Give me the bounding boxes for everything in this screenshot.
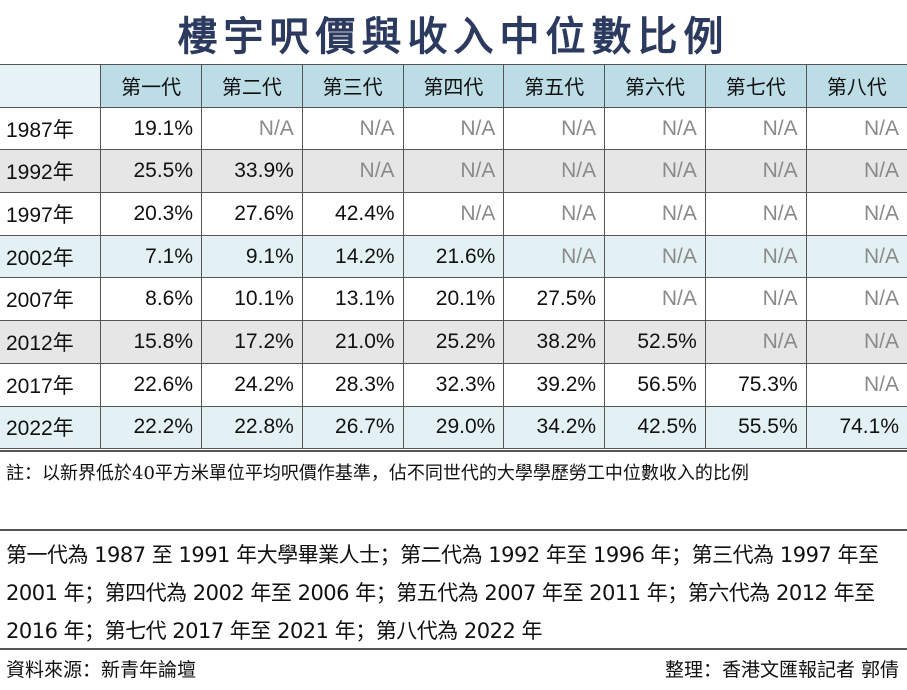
footnote: 註：以新界低於40平方米單位平均呎價作基準，佔不同世代的大學學歷勞工中位數收入的… <box>6 463 749 484</box>
column-header: 第四代 <box>402 64 505 108</box>
value-cell: 25.2% <box>402 320 505 364</box>
table-row: 2017年 22.6% 24.2% 28.3% 32.3% 39.2% 56.5% 75.3%… <box>0 362 907 407</box>
table-row: 1987年 19.1% N/A N/A N/A N/A N/A N/A N/A <box>0 106 907 151</box>
value-cell: N/A <box>402 192 505 236</box>
value-cell: 75.3% <box>704 362 807 407</box>
column-header: 第二代 <box>201 64 303 108</box>
column-header: 第八代 <box>805 64 907 108</box>
value-cell: N/A <box>704 320 807 364</box>
table-row: 1997年 20.3% 27.6% 42.4% N/A N/A N/A N/A N/A <box>0 192 907 236</box>
table-row: 2012年 15.8% 17.2% 21.0% 25.2% 38.2% 52.5% N/A N/… <box>0 320 907 364</box>
value-cell: 14.2% <box>301 234 404 279</box>
year-cell: 2012年 <box>0 320 102 364</box>
column-header: 第六代 <box>604 64 706 108</box>
value-cell: 42.5% <box>604 405 706 450</box>
value-cell: N/A <box>503 234 606 279</box>
value-cell: 21.6% <box>402 234 505 279</box>
value-cell: 42.4% <box>301 192 404 236</box>
value-cell: N/A <box>604 277 706 322</box>
value-cell: N/A <box>704 277 807 322</box>
value-cell: 33.9% <box>201 149 303 194</box>
value-cell: 24.2% <box>201 362 303 407</box>
corner-cell <box>0 64 102 108</box>
value-cell: 7.1% <box>100 234 203 279</box>
value-cell: 29.0% <box>402 405 505 450</box>
value-cell: 13.1% <box>301 277 404 322</box>
value-cell: 22.8% <box>201 405 303 450</box>
value-cell: 38.2% <box>503 320 606 364</box>
value-cell: N/A <box>604 149 706 194</box>
value-cell: N/A <box>805 362 907 407</box>
value-cell: N/A <box>301 106 404 151</box>
value-cell: 15.8% <box>100 320 203 364</box>
value-cell: N/A <box>301 149 404 194</box>
column-header: 第一代 <box>100 64 203 108</box>
value-cell: 20.1% <box>402 277 505 322</box>
value-cell: 27.5% <box>503 277 606 322</box>
value-cell: 74.1% <box>805 405 907 450</box>
generation-definitions: 第一代為 1987 至 1991 年大學畢業人士；第二代為 1992 年至 19… <box>6 543 879 643</box>
column-header: 第五代 <box>503 64 606 108</box>
value-cell: 55.5% <box>704 405 807 450</box>
year-cell: 2002年 <box>0 234 102 279</box>
year-cell: 1997年 <box>0 192 102 236</box>
value-cell: N/A <box>704 149 807 194</box>
value-cell: 32.3% <box>402 362 505 407</box>
table-row: 2007年 8.6% 10.1% 13.1% 20.1% 27.5% N/A N/A N/A <box>0 277 907 322</box>
value-cell: N/A <box>503 192 606 236</box>
value-cell: 9.1% <box>201 234 303 279</box>
value-cell: 56.5% <box>604 362 706 407</box>
column-header: 第三代 <box>301 64 404 108</box>
value-cell: 22.2% <box>100 405 203 450</box>
value-cell: N/A <box>704 192 807 236</box>
ratio-table: 第一代 第二代 第三代 第四代 第五代 第六代 第七代 第八代 1987年 19.1% N/A N/… <box>0 64 907 450</box>
credit-text: 整理：香港文匯報記者 郭倩 <box>664 659 899 681</box>
page-title: 樓宇呎價與收入中位數比例 <box>177 14 730 60</box>
value-cell: N/A <box>604 234 706 279</box>
year-cell: 1992年 <box>0 149 102 194</box>
value-cell: 34.2% <box>503 405 606 450</box>
table-row: 1992年 25.5% 33.9% N/A N/A N/A N/A N/A N/A <box>0 149 907 194</box>
value-cell: N/A <box>805 106 907 151</box>
year-cell: 1987年 <box>0 106 102 151</box>
value-cell: 20.3% <box>100 192 203 236</box>
value-cell: N/A <box>503 149 606 194</box>
value-cell: N/A <box>402 149 505 194</box>
value-cell: 26.7% <box>301 405 404 450</box>
value-cell: N/A <box>805 320 907 364</box>
divider <box>0 529 907 531</box>
column-header: 第七代 <box>704 64 807 108</box>
value-cell: N/A <box>704 234 807 279</box>
year-cell: 2017年 <box>0 362 102 407</box>
value-cell: 27.6% <box>201 192 303 236</box>
value-cell: 22.6% <box>100 362 203 407</box>
value-cell: 52.5% <box>604 320 706 364</box>
divider <box>0 450 907 452</box>
value-cell: N/A <box>704 106 807 151</box>
year-cell: 2007年 <box>0 277 102 322</box>
value-cell: N/A <box>201 106 303 151</box>
table-row: 2022年 22.2% 22.8% 26.7% 29.0% 34.2% 42.5% 55.5%… <box>0 405 907 450</box>
value-cell: N/A <box>805 234 907 279</box>
value-cell: 19.1% <box>100 106 203 151</box>
source-text: 資料來源：新青年論壇 <box>6 659 197 681</box>
value-cell: N/A <box>805 149 907 194</box>
value-cell: 17.2% <box>201 320 303 364</box>
table-row: 2002年 7.1% 9.1% 14.2% 21.6% N/A N/A N/A N/A <box>0 234 907 279</box>
value-cell: 8.6% <box>100 277 203 322</box>
value-cell: N/A <box>805 192 907 236</box>
divider <box>0 648 907 650</box>
year-cell: 2022年 <box>0 405 102 450</box>
value-cell: 39.2% <box>503 362 606 407</box>
value-cell: 10.1% <box>201 277 303 322</box>
value-cell: N/A <box>604 106 706 151</box>
value-cell: N/A <box>402 106 505 151</box>
table-header-row: 第一代 第二代 第三代 第四代 第五代 第六代 第七代 第八代 <box>0 64 907 108</box>
value-cell: N/A <box>503 106 606 151</box>
value-cell: N/A <box>805 277 907 322</box>
value-cell: N/A <box>604 192 706 236</box>
value-cell: 28.3% <box>301 362 404 407</box>
value-cell: 25.5% <box>100 149 203 194</box>
value-cell: 21.0% <box>301 320 404 364</box>
